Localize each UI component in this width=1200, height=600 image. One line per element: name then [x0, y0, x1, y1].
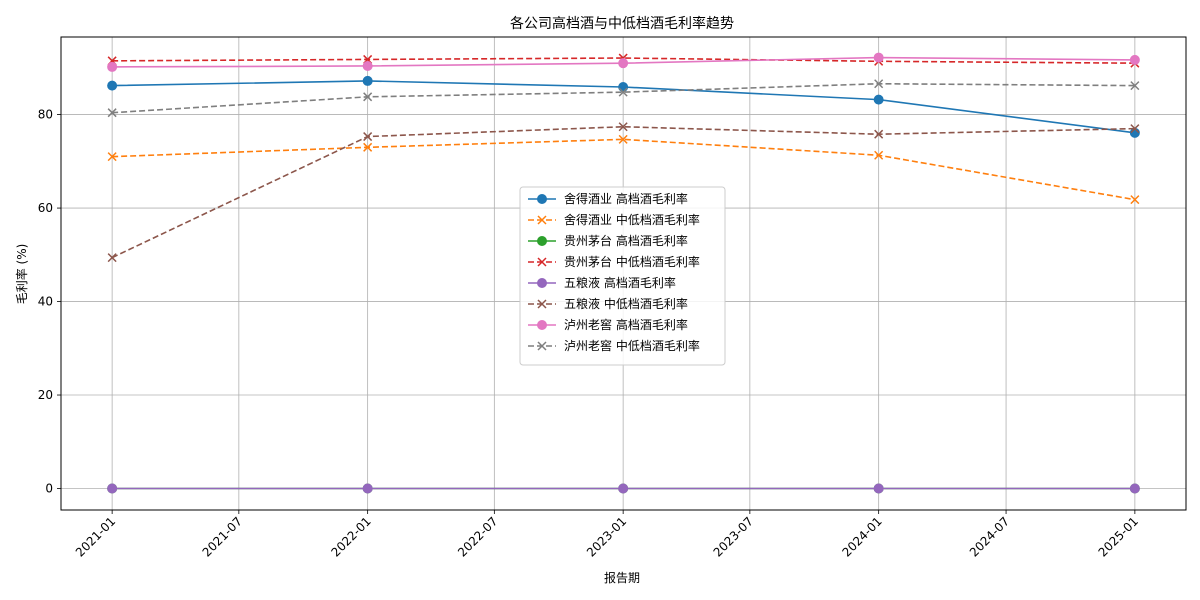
data-point: [107, 80, 118, 91]
data-point: [363, 142, 373, 152]
legend-label: 泸州老窖 高档酒毛利率: [564, 317, 688, 332]
y-tick-label: 20: [38, 388, 53, 402]
plot-frame: [60, 36, 1187, 511]
x-tick-label: 2025-01: [1096, 514, 1141, 559]
y-tick-label: 80: [38, 108, 53, 122]
legend-label: 舍得酒业 高档酒毛利率: [564, 191, 688, 206]
x-tick-label: 2024-07: [967, 514, 1012, 559]
x-tick-label: 2022-01: [328, 514, 373, 559]
x-tick-label: 2022-07: [455, 514, 500, 559]
data-point: [618, 58, 629, 69]
legend-label: 贵州茅台 中低档酒毛利率: [564, 254, 700, 269]
y-tick-label: 0: [45, 482, 53, 496]
chart-title: 各公司高档酒与中低档酒毛利率趋势: [510, 15, 734, 32]
legend-entry: 舍得酒业 高档酒毛利率: [528, 191, 688, 206]
legend-marker: [537, 341, 547, 351]
x-tick-label: 2023-01: [584, 514, 629, 559]
x-axis-label: 报告期: [604, 570, 640, 585]
legend-marker: [537, 320, 547, 330]
legend-marker: [537, 236, 547, 246]
legend-marker: [537, 194, 547, 204]
y-axis-label: 毛利率 (%): [14, 244, 29, 305]
legend-entry: 贵州茅台 中低档酒毛利率: [528, 254, 700, 269]
data-point: [1129, 54, 1140, 65]
data-point: [618, 134, 628, 144]
data-point: [873, 52, 884, 63]
series-lines: [107, 52, 1140, 494]
legend-marker: [537, 278, 547, 288]
data-point: [363, 132, 373, 142]
data-point: [107, 108, 117, 118]
legend-entry: 贵州茅台 高档酒毛利率: [528, 233, 688, 248]
legend-box: [519, 186, 726, 366]
data-point: [618, 483, 629, 494]
data-point: [362, 75, 373, 86]
legend-entry: 五粮液 中低档酒毛利率: [528, 296, 688, 311]
data-point: [362, 60, 373, 71]
data-point: [874, 150, 884, 160]
data-point: [873, 483, 884, 494]
series-line: [112, 57, 1135, 64]
data-point: [874, 129, 884, 139]
x-tick-label: 2021-07: [200, 514, 245, 559]
legend-label: 舍得酒业 中低档酒毛利率: [564, 212, 700, 227]
y-tick-label: 40: [38, 295, 53, 309]
data-point: [1129, 483, 1140, 494]
data-point: [1130, 195, 1140, 205]
series-6: [107, 122, 1140, 263]
data-point: [363, 92, 373, 102]
data-point: [1130, 81, 1140, 91]
data-point: [1130, 124, 1140, 134]
legend-entry: 五粮液 高档酒毛利率: [528, 275, 676, 290]
y-tick-label: 60: [38, 201, 53, 215]
data-point: [618, 122, 628, 132]
legend-marker: [537, 257, 547, 267]
legend-label: 五粮液 中低档酒毛利率: [564, 296, 688, 311]
data-point: [362, 483, 373, 494]
legend-marker: [537, 299, 547, 309]
x-tick-label: 2021-01: [73, 514, 118, 559]
data-point: [107, 152, 117, 162]
data-point: [618, 87, 628, 97]
data-point: [873, 94, 884, 105]
x-tick-label: 2023-07: [711, 514, 756, 559]
legend-entry: 泸州老窖 中低档酒毛利率: [528, 338, 700, 353]
data-point: [874, 79, 884, 89]
legend-entry: 泸州老窖 高档酒毛利率: [528, 317, 688, 332]
series-8: [107, 79, 1140, 118]
series-2: [107, 134, 1140, 205]
data-point: [107, 483, 118, 494]
legend-marker: [537, 215, 547, 225]
data-point: [107, 61, 118, 72]
x-tick-label: 2024-01: [839, 514, 884, 559]
data-point: [107, 253, 117, 263]
data-point: [618, 82, 629, 93]
legend-label: 五粮液 高档酒毛利率: [564, 275, 676, 290]
series-5: [107, 483, 1140, 494]
series-7: [107, 52, 1140, 72]
legend-label: 贵州茅台 高档酒毛利率: [564, 233, 688, 248]
legend-label: 泸州老窖 中低档酒毛利率: [564, 338, 700, 353]
legend-entry: 舍得酒业 中低档酒毛利率: [528, 212, 700, 227]
